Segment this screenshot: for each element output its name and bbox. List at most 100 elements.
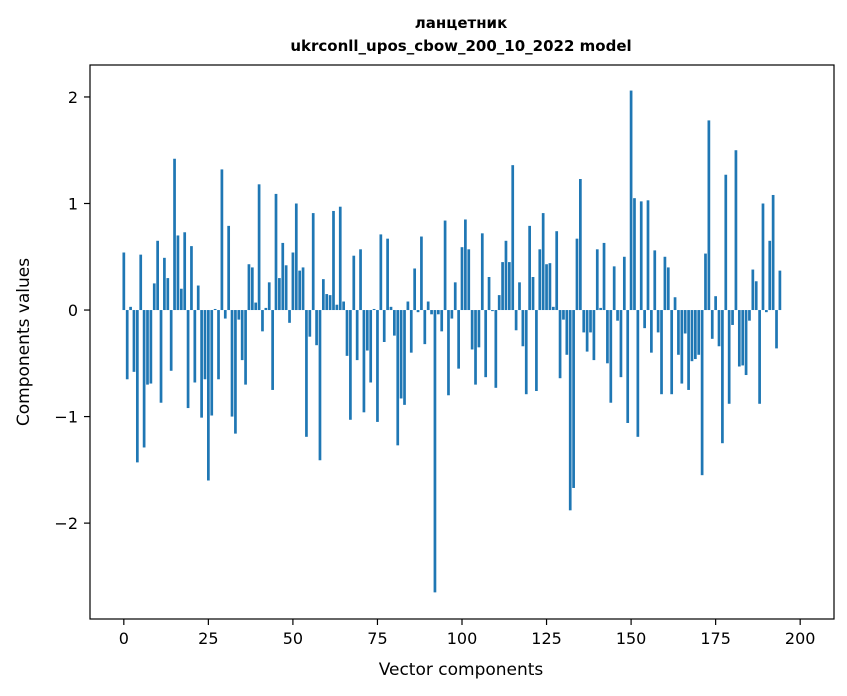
bar [240,310,244,361]
bar [704,253,707,311]
bar [660,310,663,395]
bar [413,268,417,311]
bar [386,238,389,311]
bar [376,310,379,422]
bar [721,310,724,444]
x-tick-label: 175 [700,629,731,648]
bar [135,310,139,463]
bar [156,240,159,311]
bar [487,277,491,311]
y-tick-label: 2 [68,88,78,107]
x-axis-ticks: 0 25 50 75 100 125 150 175 200 [119,619,815,648]
bar [737,310,741,367]
bar [352,255,356,311]
bar [551,306,555,311]
bar [311,213,315,311]
bar [149,310,153,384]
bar [200,310,203,418]
x-tick-label: 25 [198,629,218,648]
bar [650,310,653,353]
bar [308,310,312,337]
bar [602,242,606,311]
bar [633,198,636,311]
bar [568,310,572,511]
bar [301,267,305,311]
bar [423,310,427,345]
bar [683,310,687,334]
bar [474,310,477,385]
bar [761,203,765,311]
y-tick-label: 1 [68,195,78,214]
y-axis-ticks: −2 −1 0 1 2 [54,88,90,533]
bar [183,232,187,311]
bar [572,310,575,488]
bar [142,310,146,448]
bar [521,310,525,347]
bar [754,281,758,311]
bar [220,169,224,311]
bar [443,220,447,311]
bar [281,242,285,311]
x-tick-label: 100 [447,629,478,648]
bar [666,267,670,311]
bar [467,249,471,311]
bar [176,235,180,311]
bar [653,250,657,311]
bar [139,254,143,311]
bar [612,266,616,311]
bar [778,270,782,311]
plot-frame [89,64,835,620]
bar [758,310,761,404]
bar [342,301,345,311]
bar [507,262,511,311]
bar [166,278,170,311]
bar [599,307,603,311]
bar [372,308,376,311]
bar [328,295,332,311]
bar [748,310,751,321]
bar [687,310,690,390]
bar [305,310,308,437]
bar [382,310,386,342]
bar [622,256,626,311]
bar [734,150,738,311]
bar [535,310,538,392]
bar [606,310,609,364]
bar [173,158,176,311]
bar [379,234,383,311]
bar [639,201,643,311]
x-axis-label: Vector components [379,660,544,680]
bar [477,310,481,348]
bar [365,310,369,351]
bar [656,310,660,333]
bar [416,310,420,313]
bar [700,310,704,476]
bar [159,310,163,403]
bar [724,174,728,311]
bar [447,310,450,396]
bar [693,310,697,360]
y-tick-label: 0 [68,301,78,320]
bar [396,310,400,446]
bar [585,310,589,352]
bar [775,310,778,349]
bar [207,310,210,481]
bar [227,225,231,311]
bar [406,301,410,311]
y-axis-label: Components values [14,258,34,426]
bar [555,231,559,311]
bar [399,310,403,399]
bar [484,310,488,378]
bar [234,310,237,434]
bar [179,288,183,311]
bar [349,310,352,420]
bar [359,249,362,311]
bar [271,310,274,390]
bar [626,310,630,423]
bar [163,257,166,311]
bar [528,225,531,311]
bar [673,297,677,311]
bar [663,256,667,311]
bar [257,184,261,311]
